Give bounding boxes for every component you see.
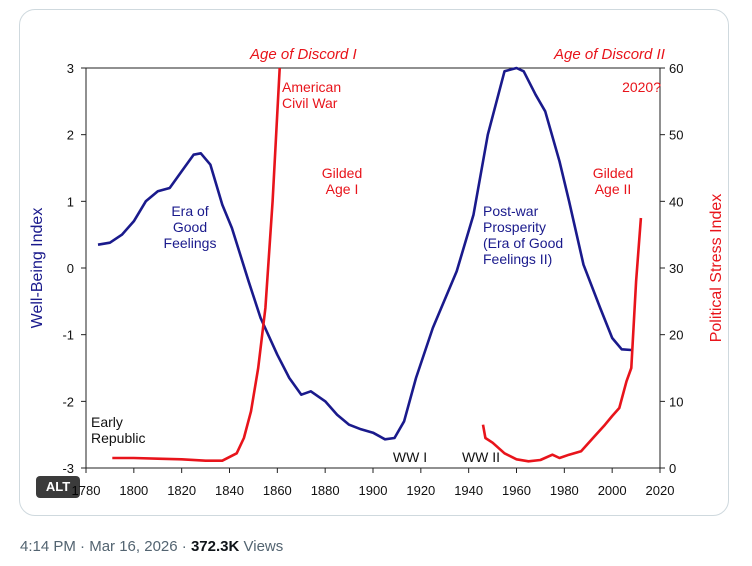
alt-text-badge[interactable]: ALT bbox=[36, 476, 80, 498]
x-tick-label-1800: 1800 bbox=[119, 483, 148, 498]
x-tick-label-1920: 1920 bbox=[406, 483, 435, 498]
meta-separator-2: · bbox=[181, 538, 187, 555]
y-right-tick-label: 40 bbox=[669, 194, 683, 209]
annotation-ww1: WW I bbox=[393, 449, 427, 465]
annotation-postwar-prosperity-line-1: Post-war bbox=[483, 203, 539, 219]
x-tick-label-1840: 1840 bbox=[215, 483, 244, 498]
y-left-tick-label: 0 bbox=[67, 261, 74, 276]
views-count: 372.3K bbox=[190, 538, 240, 555]
y-left-axis-label: Well-Being Index bbox=[29, 208, 46, 329]
series-line-wellbeing bbox=[97, 66, 632, 441]
y-right-tick-label: 60 bbox=[669, 61, 683, 76]
annotation-year-2020: 2020? bbox=[622, 79, 661, 95]
series-line-stress-1 bbox=[112, 67, 281, 462]
meta-separator-1: · bbox=[80, 538, 86, 555]
annotation-era-good-feelings-line-2: Good bbox=[173, 219, 207, 235]
annotation-early-republic-line-2: Republic bbox=[91, 430, 145, 446]
annotation-american-civil-war-line-1: American bbox=[282, 79, 341, 95]
political-stress-chart: 1780 1800 1820 1840 1860 1880 1900 1920 1940 1960… bbox=[29, 46, 725, 498]
x-tick-label-1980: 1980 bbox=[550, 483, 579, 498]
y-left-tick-label: 3 bbox=[67, 61, 74, 76]
annotation-postwar-prosperity-line-4: Feelings II) bbox=[483, 251, 552, 267]
annotation-gilded-age-1-line-1: Gilded bbox=[322, 165, 362, 181]
annotation-postwar-prosperity-line-3: (Era of Good bbox=[483, 235, 563, 251]
y-right-tick-label: 0 bbox=[669, 461, 676, 476]
x-tick-label-1880: 1880 bbox=[311, 483, 340, 498]
annotation-gilded-age-2-line-1: Gilded bbox=[593, 165, 633, 181]
post-time[interactable]: 4:14 PM bbox=[20, 538, 76, 555]
x-tick-label-1900: 1900 bbox=[359, 483, 388, 498]
views-label: Views bbox=[243, 538, 284, 555]
post-date[interactable]: Mar 16, 2026 bbox=[89, 538, 178, 555]
x-tick-label-2000: 2000 bbox=[598, 483, 627, 498]
annotation-age-of-discord-2: Age of Discord II bbox=[553, 46, 665, 63]
x-tick-label-1820: 1820 bbox=[167, 483, 196, 498]
y-left-tick-label: 2 bbox=[67, 128, 74, 143]
x-tick-label-1940: 1940 bbox=[454, 483, 483, 498]
y-left-tick-label: 1 bbox=[67, 194, 74, 209]
y-left-tick-label: -1 bbox=[62, 328, 74, 343]
annotation-early-republic-line-1: Early bbox=[91, 414, 123, 430]
post-media-card[interactable]: 1780 1800 1820 1840 1860 1880 1900 1920 1940 1960… bbox=[19, 9, 729, 516]
annotation-era-good-feelings-line-1: Era of bbox=[171, 203, 208, 219]
y-right-axis-label: Political Stress Index bbox=[708, 194, 725, 343]
y-right-tick-label: 20 bbox=[669, 328, 683, 343]
x-tick-label-2020: 2020 bbox=[646, 483, 675, 498]
series-line-stress-2 bbox=[481, 217, 643, 463]
y-left-tick-label: -2 bbox=[62, 394, 74, 409]
y-right-tick-label: 50 bbox=[669, 128, 683, 143]
y-right-tick-label: 10 bbox=[669, 394, 683, 409]
y-right-tick-label: 30 bbox=[669, 261, 683, 276]
annotation-era-good-feelings-line-3: Feelings bbox=[164, 235, 217, 251]
y-left-tick-label: -3 bbox=[62, 461, 74, 476]
x-tick-label-1860: 1860 bbox=[263, 483, 292, 498]
x-tick-label-1960: 1960 bbox=[502, 483, 531, 498]
plot-frame bbox=[85, 67, 661, 469]
post-metadata: 4:14 PM · Mar 16, 2026 · 372.3K Views bbox=[20, 538, 283, 555]
annotation-postwar-prosperity-line-2: Prosperity bbox=[483, 219, 546, 235]
annotation-ww2: WW II bbox=[462, 449, 500, 465]
annotation-gilded-age-2-line-2: Age II bbox=[595, 181, 632, 197]
annotation-gilded-age-1-line-2: Age I bbox=[326, 181, 359, 197]
annotation-american-civil-war-line-2: Civil War bbox=[282, 95, 338, 111]
annotation-age-of-discord-1: Age of Discord I bbox=[249, 46, 357, 63]
